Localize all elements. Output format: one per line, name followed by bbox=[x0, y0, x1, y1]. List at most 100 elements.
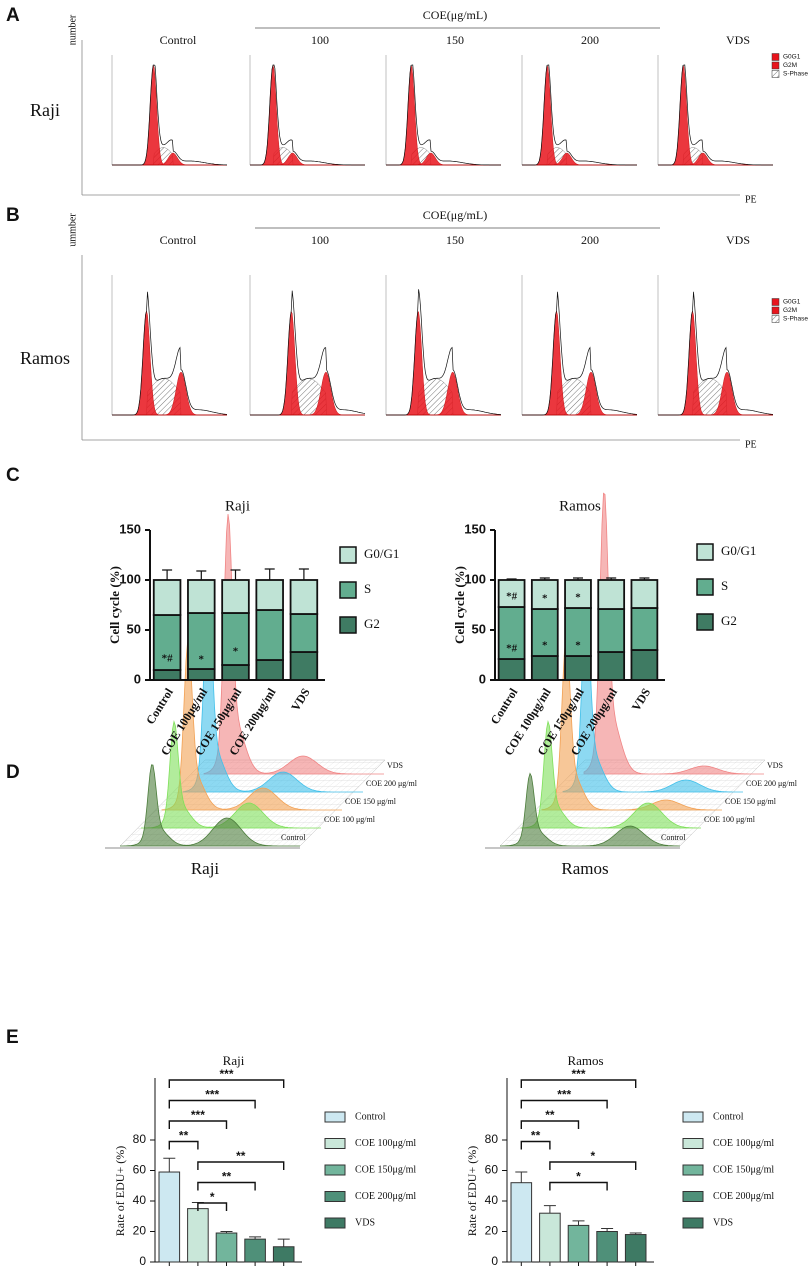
legend-label: VDS bbox=[355, 1217, 375, 1228]
x-tick-label: VDS bbox=[288, 685, 313, 713]
legend-label: Control bbox=[355, 1111, 386, 1122]
legend-swatch bbox=[324, 1217, 346, 1229]
bar bbox=[187, 1208, 209, 1263]
y-axis-label: Rate of EDU+ (%) bbox=[465, 1146, 479, 1236]
histogram-g0g1 bbox=[658, 65, 773, 166]
x-tick-label: VDS bbox=[629, 685, 654, 713]
legend-label: S bbox=[364, 581, 371, 596]
error-bar bbox=[162, 569, 173, 580]
legend-label: G0G1 bbox=[783, 299, 801, 306]
y-axis-label: Rate of EDU+ (%) bbox=[113, 1146, 127, 1236]
histogram-g0g1 bbox=[386, 65, 501, 166]
bar-segment bbox=[630, 607, 659, 651]
legend-swatch bbox=[696, 613, 714, 631]
error-bar bbox=[163, 1157, 176, 1173]
legend-label: COE 150μg/ml bbox=[713, 1164, 774, 1175]
panel-label: D bbox=[6, 762, 20, 783]
legend-label: COE 100μg/ml bbox=[355, 1138, 416, 1149]
bar-segment bbox=[187, 668, 216, 681]
legend-label: COE 200μg/ml bbox=[355, 1191, 416, 1202]
bar bbox=[215, 1232, 238, 1263]
legend-swatch bbox=[682, 1164, 704, 1176]
significance-bracket bbox=[197, 1202, 228, 1211]
legend-swatch bbox=[324, 1164, 346, 1176]
histogram-outline bbox=[112, 291, 228, 416]
overlay-histogram bbox=[141, 720, 321, 829]
legend-swatch bbox=[339, 616, 357, 634]
significance-label: *** bbox=[205, 1088, 219, 1102]
legend-label: VDS bbox=[713, 1217, 733, 1228]
bar-segment bbox=[630, 649, 659, 681]
axis-label: PE bbox=[745, 439, 757, 450]
error-bar bbox=[249, 1236, 262, 1240]
error-bar bbox=[196, 570, 207, 580]
legend-label: Control bbox=[713, 1111, 744, 1122]
y-tick-label: 40 bbox=[133, 1193, 147, 1207]
y-tick-label: 0 bbox=[134, 671, 141, 686]
panel-label: C bbox=[6, 465, 20, 486]
histogram-s-phase bbox=[522, 378, 637, 416]
bar bbox=[244, 1238, 266, 1263]
legend-swatch bbox=[771, 315, 780, 323]
bar-segment bbox=[187, 612, 216, 670]
y-tick-label: 50 bbox=[472, 621, 486, 636]
error-bar bbox=[573, 577, 583, 580]
overlay-histogram bbox=[120, 764, 300, 847]
legend-swatch bbox=[771, 306, 780, 315]
bar-segment bbox=[497, 658, 526, 681]
bar bbox=[539, 1212, 561, 1263]
overlay-series-label: Control bbox=[281, 833, 306, 842]
legend-label: COE 200μg/ml bbox=[713, 1191, 774, 1202]
bar-segment bbox=[564, 579, 592, 609]
legend-label: S-Phase bbox=[783, 71, 808, 78]
overlay-histogram bbox=[520, 720, 701, 829]
column-label: 150 bbox=[446, 33, 464, 47]
significance-label: * bbox=[199, 654, 205, 666]
y-tick-label: 150 bbox=[119, 521, 141, 536]
bar-segment bbox=[152, 669, 182, 681]
histogram-outline bbox=[522, 291, 638, 416]
bar-segment bbox=[221, 664, 250, 681]
legend-label: G0/G1 bbox=[721, 543, 756, 558]
legend-swatch bbox=[339, 546, 357, 564]
panel-label: E bbox=[6, 1027, 19, 1048]
significance-bracket bbox=[168, 1079, 285, 1088]
overlay-series-label: COE 200 μg/ml bbox=[366, 779, 418, 788]
significance-bracket bbox=[520, 1079, 637, 1088]
significance-bracket bbox=[520, 1120, 580, 1129]
significance-label: *** bbox=[571, 1067, 585, 1081]
legend-label: G2 bbox=[364, 616, 380, 631]
error-bar bbox=[515, 1171, 528, 1183]
overlay-histogram bbox=[583, 492, 764, 775]
column-label: Control bbox=[160, 33, 197, 47]
significance-bracket bbox=[549, 1181, 608, 1191]
legend-swatch bbox=[696, 578, 714, 596]
significance-bracket bbox=[197, 1181, 256, 1191]
legend-swatch bbox=[339, 581, 357, 599]
histogram-g0g1 bbox=[250, 64, 365, 166]
bar-segment bbox=[221, 579, 250, 614]
axis-label: number bbox=[67, 14, 78, 45]
significance-label: ** bbox=[531, 1129, 541, 1143]
error-bar bbox=[220, 1231, 233, 1234]
y-tick-label: 150 bbox=[464, 521, 486, 536]
significance-label: ** bbox=[236, 1149, 246, 1163]
legend-swatch bbox=[682, 1138, 704, 1149]
histogram-outline bbox=[658, 64, 773, 166]
overlay-series-label: VDS bbox=[767, 761, 783, 770]
error-bar bbox=[506, 578, 517, 580]
column-label: Control bbox=[160, 233, 197, 247]
overlay-series-label: COE 150 μg/ml bbox=[725, 797, 777, 806]
significance-bracket bbox=[197, 1161, 285, 1170]
overlay-histogram bbox=[541, 638, 722, 811]
chart-title: Raji bbox=[225, 498, 250, 514]
error-bar bbox=[298, 568, 309, 580]
significance-bracket bbox=[168, 1120, 228, 1129]
bar bbox=[510, 1182, 533, 1263]
column-label: VDS bbox=[726, 33, 750, 47]
legend-swatch bbox=[682, 1191, 704, 1202]
bar-segment bbox=[597, 651, 626, 681]
legend-label: G2M bbox=[783, 307, 797, 314]
